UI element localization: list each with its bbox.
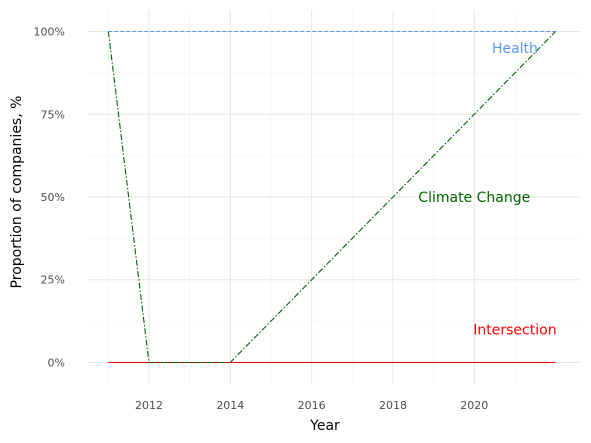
series-label-health: Health [492,41,538,57]
series-line-climate-change [107,31,556,364]
x-tick-label: 2012 [135,399,163,412]
y-tick-label: 0% [48,356,65,369]
series-lines [107,30,556,364]
series-labels: Health Climate Change Intersection [418,41,556,338]
x-tick-label: 2014 [216,399,244,412]
y-tick-label: 25% [41,274,65,287]
y-tick-labels: 0% 25% 50% 75% 100% [34,26,65,370]
y-tick-label: 100% [34,26,65,39]
series-label-intersection: Intersection [473,322,556,338]
y-tick-label: 75% [41,108,65,121]
series-label-climate-change: Climate Change [418,190,530,206]
y-axis-title: Proportion of companies, % [9,96,25,289]
x-tick-label: 2020 [460,399,488,412]
x-axis-title: Year [309,418,340,434]
y-tick-label: 50% [41,191,65,204]
x-tick-label: 2016 [298,399,326,412]
x-tick-labels: 2012 2014 2016 2018 2020 [135,399,488,412]
x-tick-label: 2018 [379,399,407,412]
